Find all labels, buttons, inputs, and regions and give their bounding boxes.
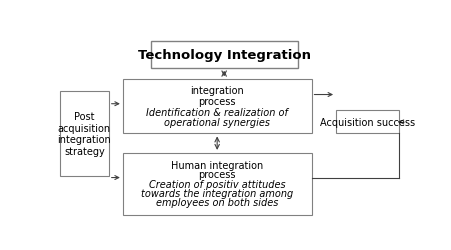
Text: Post
acquisition
integration
strategy: Post acquisition integration strategy — [57, 112, 111, 156]
FancyBboxPatch shape — [123, 80, 312, 134]
FancyBboxPatch shape — [336, 111, 399, 134]
FancyBboxPatch shape — [60, 92, 109, 176]
FancyBboxPatch shape — [151, 42, 298, 68]
Text: employees on both sides: employees on both sides — [156, 198, 278, 207]
Text: process: process — [198, 97, 236, 107]
Text: process: process — [198, 170, 236, 180]
Text: integration: integration — [190, 86, 244, 96]
Text: towards the integration among: towards the integration among — [141, 188, 293, 198]
Text: Identification & realization of: Identification & realization of — [146, 107, 288, 117]
Text: operational synergies: operational synergies — [164, 118, 270, 128]
Text: Human integration: Human integration — [171, 160, 263, 170]
Text: Acquisition success: Acquisition success — [320, 118, 415, 128]
Text: Technology Integration: Technology Integration — [138, 48, 311, 62]
FancyBboxPatch shape — [123, 153, 312, 215]
Text: Creation of positiv attitudes: Creation of positiv attitudes — [149, 179, 285, 189]
